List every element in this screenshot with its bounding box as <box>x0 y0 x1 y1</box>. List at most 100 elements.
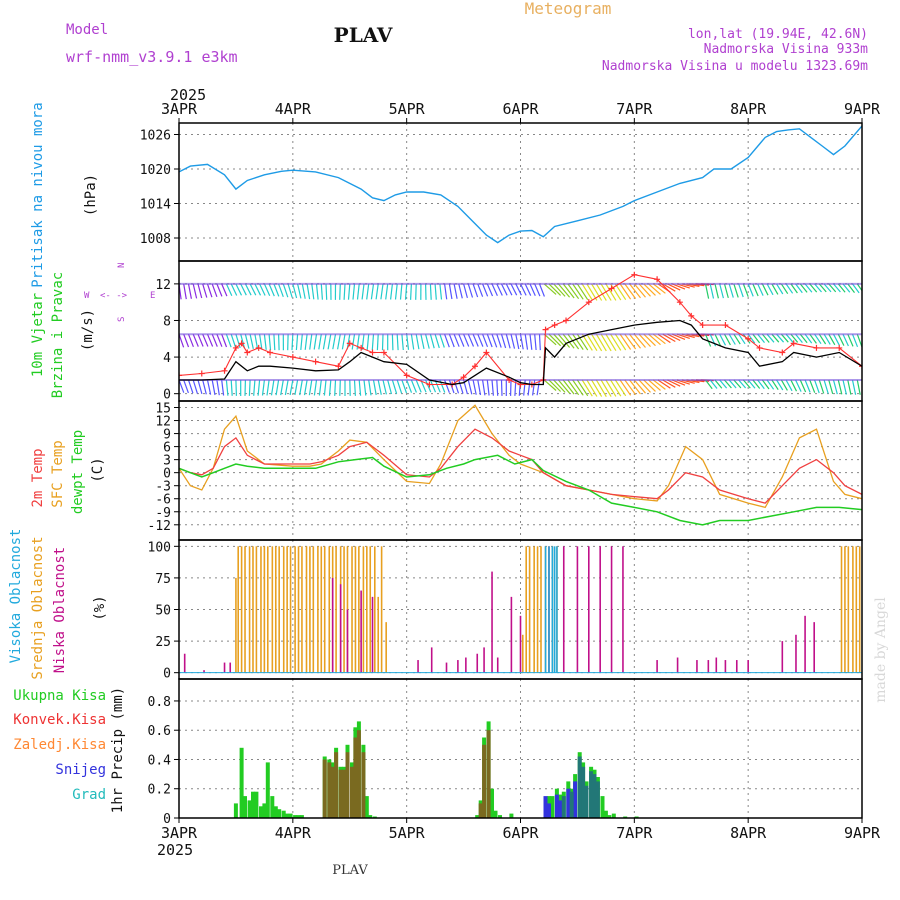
wind-arrow <box>399 283 403 300</box>
wind-arrow <box>809 283 818 293</box>
wind-arrow <box>648 333 661 346</box>
wind-arrow <box>572 283 584 300</box>
wind-arrow <box>404 283 408 300</box>
wind-arrow <box>538 283 545 297</box>
wind-arrow <box>614 333 627 351</box>
ytick-label: 100 <box>148 540 171 555</box>
wind-arrow <box>387 379 393 395</box>
wind-arrow <box>586 283 598 301</box>
wind-arrow <box>261 379 265 396</box>
wind-arrow <box>586 379 598 397</box>
wind-arrow <box>733 333 741 345</box>
wind-arrow <box>254 334 259 350</box>
ytick-label: 0 <box>163 812 171 827</box>
wind-arrow <box>804 379 811 393</box>
wind-arrow <box>809 379 816 393</box>
wind-arrow <box>280 379 284 396</box>
wind-arrow <box>799 333 808 344</box>
wind-arrow <box>300 334 303 350</box>
wind-arrow <box>804 333 813 344</box>
ytick-label: 0.6 <box>148 724 171 739</box>
wind-arrow <box>605 333 617 352</box>
top-xtick-label: 7APR <box>616 100 653 118</box>
gust-marker <box>232 344 239 351</box>
wind-arrow <box>394 283 398 300</box>
wind-arrow <box>795 379 802 392</box>
wind-arrow <box>842 379 847 395</box>
wind-arrow <box>536 379 541 396</box>
wind-arrow <box>390 283 393 300</box>
wind-arrow <box>444 379 450 393</box>
wind-arrow <box>543 333 557 346</box>
wind-arrow <box>515 334 520 350</box>
wind-arrow <box>221 283 228 297</box>
wind-arrow <box>187 333 194 348</box>
model-label: Model <box>66 22 108 38</box>
wind-arrow <box>448 283 453 300</box>
precip-bar <box>569 791 574 818</box>
wind-arrow <box>439 283 443 300</box>
wind-arrow <box>268 283 275 297</box>
gust-marker <box>483 349 490 356</box>
wind-arrow <box>823 333 831 345</box>
wind-arrow <box>662 283 676 292</box>
temp2m-line <box>179 428 862 504</box>
wind-arrow <box>557 333 571 348</box>
wind-arrow <box>534 283 541 297</box>
wind-arrow <box>206 283 213 298</box>
wind-arrow <box>284 379 289 396</box>
wind-arrow <box>832 333 840 346</box>
bottom-xtick-label: 8APR <box>730 824 767 842</box>
wind-arrow <box>557 283 571 298</box>
ytick-label: 0 <box>163 667 171 682</box>
wind-arrow <box>790 283 798 294</box>
wind-arrow <box>795 333 803 343</box>
ytick-label: 4 <box>163 351 171 366</box>
wind-arrow <box>757 283 764 296</box>
wind-arrow <box>273 334 276 351</box>
gust-marker <box>358 344 365 351</box>
precip-bar <box>353 737 358 818</box>
wind-arrow <box>294 379 299 396</box>
wind-arrow <box>572 379 584 396</box>
wind-arrow <box>662 379 676 388</box>
wind-arrow <box>266 379 270 396</box>
wind-arrow <box>254 283 262 296</box>
wind-arrow <box>477 379 482 396</box>
wind-arrow <box>515 283 522 296</box>
ytick-label: 1008 <box>140 232 171 247</box>
wind-arrow <box>548 333 562 347</box>
model-name: wrf-nmm_v3.9.1 e3km <box>66 48 238 66</box>
footer-station: PLAV <box>332 863 368 878</box>
wind-arrow <box>381 334 384 351</box>
wind-arrow <box>600 379 612 397</box>
wind-arrow <box>486 333 493 348</box>
wind-arrow <box>415 334 420 350</box>
wind-arrow <box>299 379 303 396</box>
precip-bar <box>342 769 347 818</box>
precip-bar <box>262 803 267 818</box>
precip-bar <box>254 791 259 818</box>
wind-arrow <box>297 283 302 299</box>
wind-arrow <box>235 379 237 396</box>
wind-arrow <box>216 379 220 396</box>
precip-bar <box>259 806 263 818</box>
wind-arrow <box>709 379 718 389</box>
wind-arrow <box>303 379 308 396</box>
wind-arrow <box>248 379 251 396</box>
wind-arrow <box>202 379 207 395</box>
wind-arrow <box>453 283 458 299</box>
precip-bar <box>330 766 335 818</box>
wind-arrow <box>391 334 394 351</box>
precip-bar <box>498 815 502 818</box>
wind-arrow <box>197 379 203 395</box>
wind-arrow <box>211 283 218 298</box>
gust-marker <box>631 271 638 278</box>
wind-arrow <box>633 333 646 348</box>
wind-arrow <box>576 333 589 351</box>
top-xtick-label: 8APR <box>730 100 767 118</box>
wind-arrow <box>368 379 372 396</box>
wind-arrow <box>240 283 247 296</box>
wind-arrow <box>482 283 489 297</box>
